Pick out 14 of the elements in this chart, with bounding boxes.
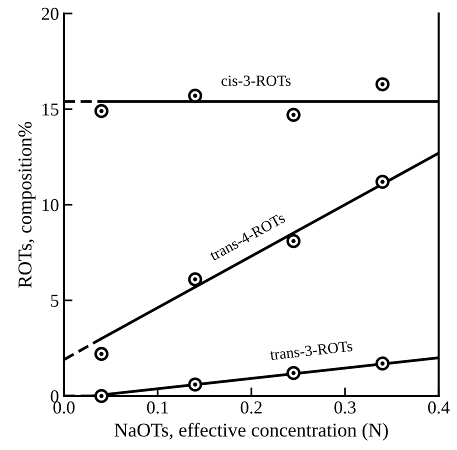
y-tick-label: 10 bbox=[42, 199, 58, 212]
y-tick-label: 20 bbox=[42, 8, 58, 20]
x-tick-label: 0.1 bbox=[147, 401, 168, 414]
y-axis-title: ROTs, composition% bbox=[18, 122, 36, 288]
y-tick-label: 15 bbox=[42, 103, 58, 116]
x-tick-label: 0.4 bbox=[428, 401, 450, 414]
x-tick-label: 0.2 bbox=[240, 401, 262, 414]
x-tick-label: 0.3 bbox=[334, 401, 356, 414]
annotation: trans-3-ROTs bbox=[270, 340, 353, 360]
annotation: cis-3-ROTs bbox=[222, 76, 291, 86]
x-axis-title: NaOTs, effective concentration (N) bbox=[114, 422, 388, 441]
x-tick-label: 0.0 bbox=[53, 401, 75, 414]
y-tick-label: 5 bbox=[51, 294, 58, 307]
y-tick-label: 0 bbox=[50, 390, 58, 402]
